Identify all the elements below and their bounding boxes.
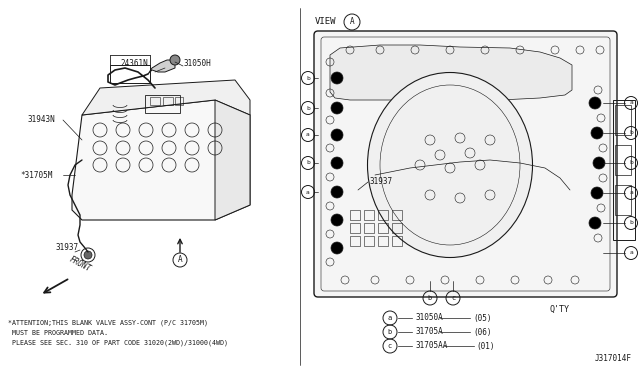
- Text: b: b: [388, 329, 392, 335]
- Text: a: a: [388, 315, 392, 321]
- Circle shape: [331, 242, 343, 254]
- Text: b: b: [428, 295, 432, 301]
- Text: (06): (06): [473, 327, 492, 337]
- Text: 31943N: 31943N: [28, 115, 56, 125]
- Bar: [392, 210, 402, 220]
- Text: b: b: [629, 160, 633, 166]
- Text: *ATTENTION;THIS BLANK VALVE ASSY-CONT (P/C 31705M): *ATTENTION;THIS BLANK VALVE ASSY-CONT (P…: [8, 320, 208, 327]
- Polygon shape: [72, 100, 250, 220]
- Bar: [175, 97, 183, 105]
- Bar: [350, 223, 360, 233]
- Polygon shape: [82, 80, 250, 115]
- Bar: [392, 223, 402, 233]
- Circle shape: [331, 157, 343, 169]
- Bar: [145, 95, 180, 113]
- Text: 31705A: 31705A: [415, 327, 443, 337]
- Bar: [378, 210, 388, 220]
- Circle shape: [331, 72, 343, 84]
- Bar: [163, 97, 173, 105]
- Text: FRONT: FRONT: [68, 255, 93, 274]
- Text: MUST BE PROGRAMMED DATA.: MUST BE PROGRAMMED DATA.: [8, 330, 108, 336]
- Text: a: a: [629, 190, 633, 196]
- Bar: [150, 97, 160, 105]
- Text: (05): (05): [473, 314, 492, 323]
- Text: 31937: 31937: [55, 244, 78, 253]
- Text: J317014F: J317014F: [595, 354, 632, 363]
- Text: c: c: [388, 343, 392, 349]
- Text: A: A: [178, 256, 182, 264]
- Bar: [613, 100, 635, 240]
- Bar: [350, 236, 360, 246]
- Text: 31937: 31937: [370, 177, 393, 186]
- Circle shape: [591, 127, 603, 139]
- Text: 31050H: 31050H: [183, 58, 211, 67]
- Circle shape: [170, 55, 180, 65]
- Circle shape: [593, 157, 605, 169]
- Text: A: A: [349, 17, 355, 26]
- Bar: [378, 223, 388, 233]
- Bar: [378, 236, 388, 246]
- Text: b: b: [629, 221, 633, 225]
- Polygon shape: [330, 45, 572, 100]
- Circle shape: [331, 186, 343, 198]
- Text: b: b: [306, 76, 310, 80]
- Circle shape: [331, 102, 343, 114]
- Text: Q'TY: Q'TY: [550, 305, 570, 314]
- Bar: [615, 185, 631, 215]
- Text: 31050A: 31050A: [415, 314, 443, 323]
- Bar: [364, 223, 374, 233]
- Bar: [110, 65, 150, 83]
- Text: a: a: [306, 132, 310, 138]
- Bar: [350, 210, 360, 220]
- Ellipse shape: [367, 73, 532, 257]
- Text: *31705M: *31705M: [20, 170, 52, 180]
- Text: c: c: [451, 295, 455, 301]
- Bar: [364, 236, 374, 246]
- Text: PLEASE SEE SEC. 310 OF PART CODE 31020(2WD)/31000(4WD): PLEASE SEE SEC. 310 OF PART CODE 31020(2…: [8, 340, 228, 346]
- Text: 24361N: 24361N: [120, 58, 148, 67]
- Circle shape: [331, 129, 343, 141]
- Bar: [392, 236, 402, 246]
- Circle shape: [589, 97, 601, 109]
- Bar: [615, 145, 631, 175]
- Text: a: a: [629, 100, 633, 106]
- Circle shape: [331, 214, 343, 226]
- Text: b: b: [306, 106, 310, 110]
- Text: a: a: [629, 250, 633, 256]
- Polygon shape: [215, 100, 250, 220]
- Polygon shape: [148, 60, 175, 74]
- Text: VIEW: VIEW: [315, 17, 337, 26]
- Circle shape: [589, 217, 601, 229]
- Bar: [615, 105, 631, 135]
- Circle shape: [591, 187, 603, 199]
- Bar: [364, 210, 374, 220]
- Text: 31705AA: 31705AA: [415, 341, 447, 350]
- Circle shape: [84, 251, 92, 259]
- Text: b: b: [629, 131, 633, 135]
- Text: (01): (01): [477, 341, 495, 350]
- FancyBboxPatch shape: [314, 31, 617, 297]
- Text: a: a: [306, 189, 310, 195]
- Text: b: b: [306, 160, 310, 166]
